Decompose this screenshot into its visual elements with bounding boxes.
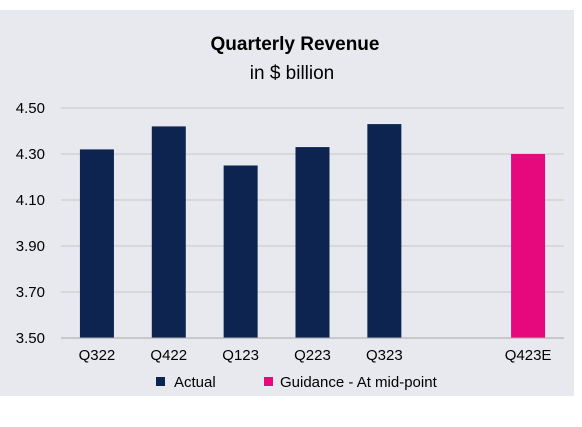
legend-label-actual: Actual xyxy=(174,374,216,391)
y-tick-label: 4.30 xyxy=(16,146,45,163)
y-tick-label: 4.50 xyxy=(16,100,45,117)
chart-panel: Quarterly Revenue in $ billion 4.50 4.30 4… xyxy=(0,10,574,396)
x-tick-label: Q423E xyxy=(505,347,552,364)
bar-actual xyxy=(295,147,330,338)
x-tick-label: Q322 xyxy=(79,347,116,364)
bar-actual xyxy=(223,165,258,338)
x-axis-ticks: Q322 Q422 Q123 Q223 Q323 Q423E xyxy=(79,347,552,364)
legend-swatch-actual xyxy=(156,377,165,386)
legend: Actual Guidance - At mid-point xyxy=(156,374,438,391)
bars xyxy=(79,124,546,339)
bar-actual xyxy=(367,124,402,338)
x-tick-label: Q323 xyxy=(366,347,403,364)
revenue-chart: Quarterly Revenue in $ billion 4.504.304… xyxy=(16,34,564,391)
y-tick-label: 4.10 xyxy=(16,192,45,209)
bar-actual xyxy=(79,149,114,338)
bar-guidance xyxy=(511,154,546,338)
bar-actual xyxy=(151,126,186,339)
x-tick-label: Q422 xyxy=(150,347,187,364)
y-axis-ticks: 4.50 4.30 4.10 3.90 3.70 3.50 xyxy=(16,100,45,347)
y-tick-label: 3.70 xyxy=(16,284,45,301)
legend-label-guidance: Guidance - At mid-point xyxy=(280,374,438,391)
y-tick-label: 3.90 xyxy=(16,238,45,255)
chart-title: Quarterly Revenue xyxy=(211,34,380,55)
x-tick-label: Q223 xyxy=(294,347,331,364)
y-tick-label: 3.50 xyxy=(16,330,45,347)
legend-swatch-guidance xyxy=(264,377,273,386)
chart-subtitle: in $ billion xyxy=(250,63,335,84)
x-tick-label: Q123 xyxy=(222,347,259,364)
